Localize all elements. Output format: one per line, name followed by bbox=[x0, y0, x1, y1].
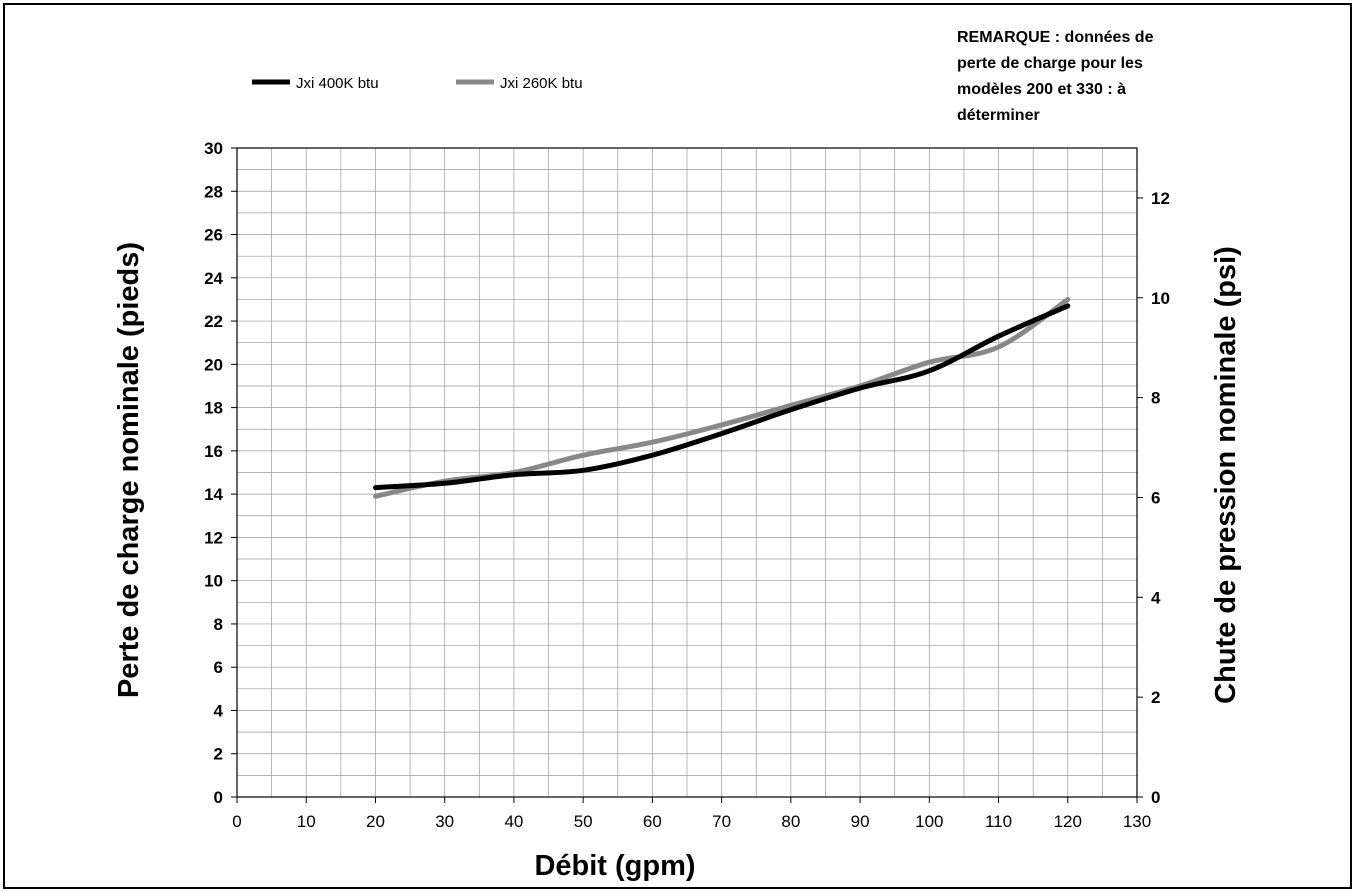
x-tick-label: 80 bbox=[781, 812, 800, 831]
y2-tick-label: 4 bbox=[1151, 588, 1161, 607]
x-tick-label: 50 bbox=[574, 812, 593, 831]
y-tick-label: 12 bbox=[204, 528, 223, 547]
y2-tick-labels: 0 2 4 6 8 10 12 bbox=[1151, 189, 1170, 807]
chart-frame bbox=[3, 3, 1352, 889]
series-line-1 bbox=[373, 303, 1071, 491]
y2-axis-title: Chute de pression nominale (psi) bbox=[1210, 246, 1242, 704]
x-tick-label: 10 bbox=[297, 812, 316, 831]
plot-area bbox=[236, 147, 1138, 798]
x-tick-label: 0 bbox=[232, 812, 241, 831]
series-lines bbox=[373, 296, 1071, 499]
y-tick-label: 28 bbox=[204, 182, 223, 201]
note-annotation: REMARQUE : données de perte de charge po… bbox=[957, 29, 1154, 124]
x-tick-label: 30 bbox=[435, 812, 454, 831]
x-tick-label: 130 bbox=[1123, 812, 1151, 831]
y-tick-label: 6 bbox=[214, 658, 223, 677]
note-line-1: REMARQUE : données de bbox=[957, 29, 1154, 46]
legend: Jxi 400K btu Jxi 260K btu bbox=[252, 75, 583, 92]
y-tick-label: 30 bbox=[204, 139, 223, 158]
chart-grid bbox=[236, 147, 1138, 798]
x-axis-title: Débit (gpm) bbox=[534, 850, 695, 882]
y-tick-label: 14 bbox=[204, 485, 223, 504]
x-tick-label: 120 bbox=[1054, 812, 1082, 831]
y-tick-label: 22 bbox=[204, 312, 223, 331]
y-tick-label: 26 bbox=[204, 226, 223, 245]
y-tick-label: 10 bbox=[204, 572, 223, 591]
y2-tick-label: 6 bbox=[1151, 488, 1160, 507]
note-line-2: perte de charge pour les bbox=[957, 55, 1143, 72]
legend-label-series-2: Jxi 260K btu bbox=[500, 75, 583, 92]
y-tick-label: 18 bbox=[204, 399, 223, 418]
x-tick-label: 60 bbox=[643, 812, 662, 831]
note-line-4: déterminer bbox=[957, 107, 1040, 124]
y2-tick-label: 12 bbox=[1151, 189, 1170, 208]
y-tick-label: 2 bbox=[214, 745, 223, 764]
y-tick-label: 20 bbox=[204, 355, 223, 374]
y-tick-label: 4 bbox=[214, 701, 224, 720]
y2-tick-label: 8 bbox=[1151, 389, 1160, 408]
y2-tick-label: 2 bbox=[1151, 688, 1160, 707]
y-tick-label: 24 bbox=[204, 269, 223, 288]
x-tick-label: 20 bbox=[366, 812, 385, 831]
x-tick-labels: 0 10 20 30 40 50 60 70 80 90 100 110 120 130 bbox=[232, 812, 1151, 831]
x-tick-label: 40 bbox=[504, 812, 523, 831]
y-tick-label: 0 bbox=[214, 788, 223, 807]
x-tick-label: 110 bbox=[985, 812, 1012, 831]
legend-label-series-1: Jxi 400K btu bbox=[296, 75, 379, 92]
y-tick-label: 16 bbox=[204, 442, 223, 461]
y-axis-title: Perte de charge nominale (pieds) bbox=[113, 242, 145, 698]
note-line-3: modèles 200 et 330 : à bbox=[957, 81, 1126, 98]
x-tick-label: 90 bbox=[851, 812, 870, 831]
y2-tick-label: 0 bbox=[1151, 788, 1160, 807]
y-tick-label: 8 bbox=[214, 615, 223, 634]
x-tick-label: 100 bbox=[915, 812, 943, 831]
tick-marks bbox=[231, 147, 1143, 803]
y2-tick-label: 10 bbox=[1151, 289, 1170, 308]
x-tick-label: 70 bbox=[712, 812, 731, 831]
